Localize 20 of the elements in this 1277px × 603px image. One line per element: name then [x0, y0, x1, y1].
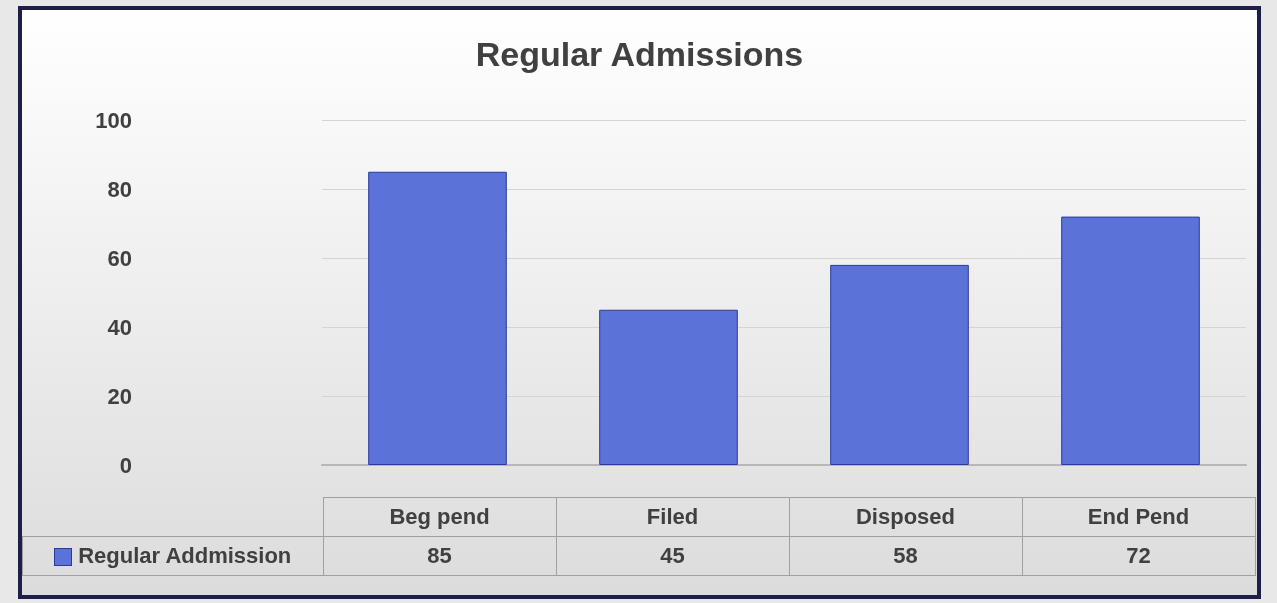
data-label: 72: [1022, 536, 1255, 576]
y-tick-label: 60: [107, 245, 132, 271]
y-tick-label: 40: [107, 314, 132, 340]
x-tick-label: Beg pend: [323, 497, 556, 537]
chart-title: Regular Admissions: [475, 35, 804, 73]
bar: [830, 264, 969, 465]
y-tick-label: 80: [107, 176, 132, 202]
data-label: 45: [556, 536, 789, 576]
x-tick-label: Disposed: [789, 497, 1022, 537]
bar: [368, 171, 507, 465]
bar: [599, 309, 738, 465]
y-tick-label: 0: [119, 452, 132, 478]
bar: [1061, 216, 1200, 465]
y-tick-label: 100: [95, 107, 132, 133]
x-tick-label: Filed: [556, 497, 789, 537]
legend-label: Regular Addmission: [22, 536, 323, 576]
y-tick-label: 20: [107, 383, 132, 409]
data-label: 85: [323, 536, 556, 576]
data-label: 58: [789, 536, 1022, 576]
x-tick-label: End Pend: [1022, 497, 1255, 537]
